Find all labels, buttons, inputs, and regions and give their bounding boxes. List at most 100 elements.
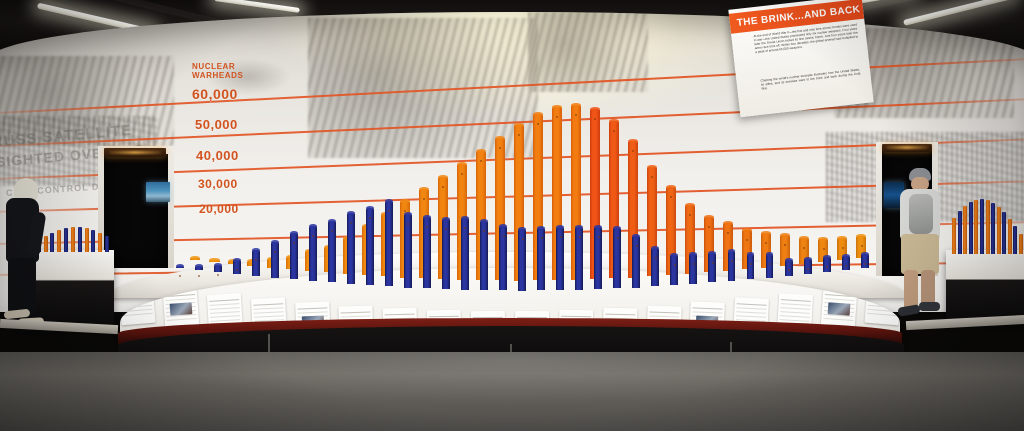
chart-bar [647, 165, 658, 277]
chart-bar-cap [742, 227, 753, 232]
chart-bar-face [442, 218, 451, 290]
chart-bar-cap [518, 226, 527, 231]
chart-bar [385, 199, 393, 287]
chart-bar [670, 252, 679, 286]
chart-bar [461, 216, 470, 290]
chart-bar-face [518, 228, 527, 291]
axis-tick-50000: 50,000 [195, 117, 238, 132]
label-card-textline [210, 314, 240, 318]
chart-bar-face [670, 254, 679, 286]
chart-bar-cap [570, 102, 582, 107]
chart-bar-tick [841, 246, 844, 249]
chart-bar-tick [502, 235, 505, 238]
exhibit-label-card[interactable] [120, 282, 156, 326]
chart-bar-face [251, 250, 260, 276]
chart-bar [765, 251, 774, 278]
chart-bar-tick [407, 223, 410, 226]
chart-bar [270, 240, 279, 278]
chart-bar-face [761, 233, 772, 268]
chart-bar-face [841, 255, 850, 270]
label-card-textline [780, 314, 810, 318]
chart-bar-tick [784, 244, 787, 247]
chart-bar-cap [551, 104, 562, 109]
title-panel-paragraph-2: Charting the world's nuclear stockpile i… [760, 67, 861, 91]
chart-bar-tick [518, 133, 521, 136]
chart-bar [518, 226, 527, 291]
chart-bar [723, 221, 734, 271]
chart-bar [822, 255, 831, 272]
visitor-right-leg [921, 270, 935, 308]
chart-bar [628, 139, 639, 278]
label-card-textline [693, 307, 723, 310]
chart-bar-cap [818, 236, 829, 241]
chart-bar [327, 218, 336, 283]
chart-bar-face [780, 235, 791, 266]
chart-bar-tick [864, 263, 867, 266]
axis-tick-60000: 60,000 [192, 86, 238, 102]
chart-bar-tick [445, 227, 448, 230]
chart-bar-cap [746, 251, 755, 256]
chart-bar-tick [559, 236, 562, 239]
label-card-textline [253, 307, 283, 310]
chart-bar-tick [540, 236, 543, 239]
chart-bar-cap [190, 255, 201, 260]
chart-bar [727, 249, 736, 281]
chart-bar-cap [670, 252, 679, 257]
chart-bar-cap [594, 225, 603, 230]
chart-bar [366, 205, 374, 286]
visitor-right-shoe [919, 302, 940, 311]
chart-bar [513, 122, 524, 281]
label-card-textline [781, 298, 811, 302]
chart-bar [780, 233, 791, 266]
right-door-monitor [884, 182, 904, 208]
chart-bar-face [742, 229, 753, 270]
chart-bar-tick [461, 172, 463, 175]
mini-exhibit-bar [1007, 218, 1012, 254]
chart-bar-cap [270, 240, 279, 245]
chart-bar-tick [860, 245, 863, 248]
right-exhibit-plinth[interactable] [946, 250, 1024, 322]
chart-bar [475, 149, 486, 281]
chart-bar [556, 225, 565, 291]
chart-bar [632, 233, 641, 288]
chart-bar-tick [179, 275, 182, 277]
label-card-textline [297, 311, 327, 314]
chart-bar-tick [768, 262, 771, 265]
chart-bar-face [475, 151, 486, 281]
chart-bar-face [860, 254, 869, 268]
right-mini-bars [952, 196, 1024, 254]
left-doorway[interactable] [104, 154, 168, 268]
mini-exhibit-bar [57, 230, 62, 252]
chart-bar-face [385, 201, 393, 287]
chart-bar-face [589, 109, 601, 280]
chart-bar-cap [666, 185, 677, 190]
mini-exhibit-bar [991, 202, 996, 254]
chart-bar [689, 251, 698, 284]
chart-bar-tick [803, 246, 806, 249]
chart-bar-face [822, 257, 831, 272]
label-card-photo [169, 302, 193, 316]
chart-bar-tick [369, 216, 372, 219]
chart-bar-tick [670, 196, 673, 199]
chart-bar-tick [730, 260, 733, 263]
chart-bar [803, 257, 812, 274]
chart-bar-cap [589, 107, 601, 112]
chart-bar-face [499, 226, 508, 291]
chart-bar-tick [441, 185, 444, 188]
gallery-floor [0, 352, 1024, 431]
label-card-textline [253, 311, 283, 314]
chart-bar-face [837, 237, 848, 260]
axis-title-line1: NUCLEAR [192, 62, 236, 71]
chart-bar [175, 264, 184, 277]
left-door-monitor [146, 182, 170, 202]
chart-bar-face [723, 223, 734, 271]
chart-bar-tick [613, 130, 616, 133]
chart-bar-face [727, 251, 736, 281]
chart-bar-tick [350, 222, 353, 225]
chart-bar-cap [727, 249, 736, 254]
label-card-textline [121, 288, 151, 293]
chart-bar-cap [404, 212, 412, 217]
chart-bar-cap [461, 216, 470, 221]
chart-bar [609, 119, 620, 279]
chart-bar-face [404, 214, 412, 288]
